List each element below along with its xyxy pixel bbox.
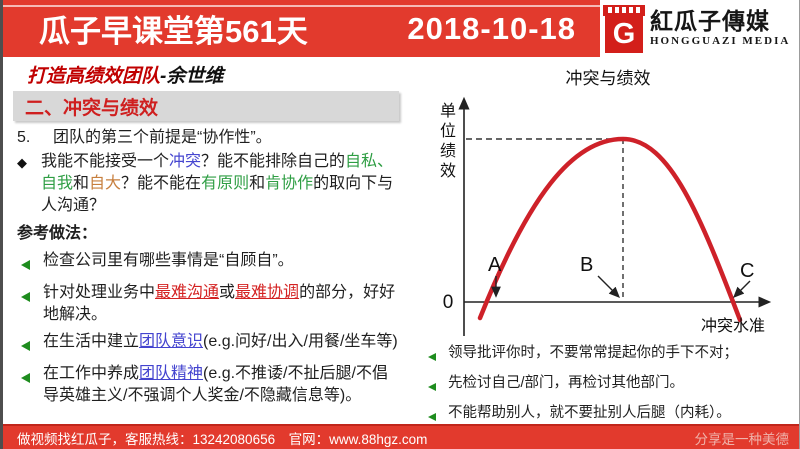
- y-axis-label: 单: [440, 102, 456, 120]
- question-text: 我能不能接受一个冲突？能不能排除自己的自私、自我和自大？能不能在有原则和肯协作的…: [41, 153, 394, 214]
- footer-contact: 做视频找红瓜子，客服热线：13242080656 官网：www.88hgz.co…: [17, 431, 428, 447]
- left-content: 5. 团队的第三个前提是“协作性”。 ◆ 我能不能接受一个冲突？能不能排除自己的…: [17, 127, 403, 407]
- section-title: 二、冲突与绩效: [25, 97, 159, 119]
- y-axis-label: 效: [440, 162, 456, 180]
- y-axis-label: 位: [440, 122, 456, 140]
- practice-item-3: 在生活中建立团队意识(e.g.问好/出入/用餐/坐车等): [17, 331, 403, 358]
- practice-item-2: 针对处理业务中最难沟通或最难协调的部分，好好地解决。: [17, 282, 403, 326]
- bullet-arrow-icon: [17, 282, 43, 326]
- bullet-arrow-icon: [17, 250, 43, 277]
- film-strip-icon: [603, 4, 645, 16]
- tip-item-text: 不能帮助别人，就不要扯别人后腿（内耗）。: [448, 405, 731, 421]
- practice-item-text: 在生活中建立团队意识(e.g.问好/出入/用餐/坐车等): [43, 333, 398, 350]
- diamond-icon: ◆: [17, 155, 27, 170]
- footer-bar: 做视频找红瓜子，客服热线：13242080656 官网：www.88hgz.co…: [3, 424, 799, 449]
- bullet-arrow-icon: [17, 363, 43, 407]
- header-divider-line: [3, 5, 600, 7]
- arrow-to-c: [733, 280, 751, 298]
- point-label-a: A: [488, 254, 502, 276]
- author-name: -余世维: [160, 66, 224, 87]
- practice-item-text: 针对处理业务中最难沟通或最难协调的部分，好好地解决。: [43, 284, 396, 323]
- footer-slogan: 分享是一种美德: [694, 431, 790, 447]
- tip-item-text: 领导批评你时，不要常常提起你的手下不对；: [448, 345, 738, 361]
- chart-title: 冲突与绩效: [565, 69, 651, 88]
- bullet-arrow-icon: [424, 373, 448, 397]
- item-text: 团队的第三个前提是“协作性”。: [53, 129, 272, 146]
- y-axis-label: 绩: [440, 142, 456, 160]
- course-subtitle: 打造高绩效团队-余世维: [27, 61, 223, 88]
- course-name: 打造高绩效团队: [27, 66, 161, 87]
- point-label-b: B: [580, 254, 593, 276]
- section-bar: 二、冲突与绩效: [13, 91, 399, 121]
- practice-item-text: 在工作中养成团队精神(e.g.不推诿/不扯后腿/不倡导英雄主义/不强调个人奖金/…: [43, 365, 388, 404]
- arrow-to-b: [597, 275, 620, 298]
- tip-item-1: 领导批评你时，不要常常提起你的手下不对；: [424, 343, 798, 367]
- camera-logo-icon: G: [603, 4, 645, 54]
- bullet-arrow-icon: [424, 343, 448, 367]
- tips-list: 领导批评你时，不要常常提起你的手下不对； 先检讨自己/部门，再检讨其他部门。 不…: [424, 343, 798, 433]
- lesson-day-title: 瓜子早课堂第561天: [39, 14, 308, 49]
- logo-name-cn: 紅瓜子傳媒: [650, 8, 770, 34]
- practice-item-text: 检查公司里有哪些事情是“自顾自”。: [43, 252, 294, 269]
- item-number: 5.: [17, 129, 31, 146]
- logo-text: 紅瓜子傳媒 HONGGUAZI MEDIA: [650, 9, 790, 48]
- performance-chart: 单 位 绩 效 0 冲突水准 A B C: [440, 96, 772, 336]
- logo-name-en: HONGGUAZI MEDIA: [650, 35, 791, 48]
- tip-item-2: 先检讨自己/部门，再检讨其他部门。: [424, 373, 798, 397]
- tip-item-text: 先检讨自己/部门，再检讨其他部门。: [448, 375, 685, 391]
- x-axis-label: 冲突水准: [701, 317, 765, 335]
- performance-curve: [477, 136, 743, 323]
- practice-item-1: 检查公司里有哪些事情是“自顾自”。: [17, 250, 403, 277]
- bullet-arrow-icon: [424, 403, 448, 427]
- lesson-date: 2018-10-18: [407, 10, 576, 46]
- bullet-arrow-icon: [17, 331, 43, 358]
- logo-letter-g: G: [605, 15, 643, 53]
- practice-item-4: 在工作中养成团队精神(e.g.不推诿/不扯后腿/不倡导英雄主义/不强调个人奖金/…: [17, 363, 403, 407]
- header-bar: 瓜子早课堂第561天 2018-10-18: [3, 0, 600, 57]
- reference-heading: 参考做法：: [17, 225, 98, 242]
- question-item: ◆ 我能不能接受一个冲突？能不能排除自己的自私、自我和自大？能不能在有原则和肯协…: [17, 151, 403, 217]
- origin-label: 0: [443, 292, 454, 313]
- point-label-c: C: [740, 260, 754, 282]
- brand-logo: G 紅瓜子傳媒 HONGGUAZI MEDIA: [600, 0, 799, 57]
- tip-item-3: 不能帮助别人，就不要扯别人后腿（内耗）。: [424, 403, 798, 427]
- numbered-item: 5. 团队的第三个前提是“协作性”。: [17, 127, 403, 149]
